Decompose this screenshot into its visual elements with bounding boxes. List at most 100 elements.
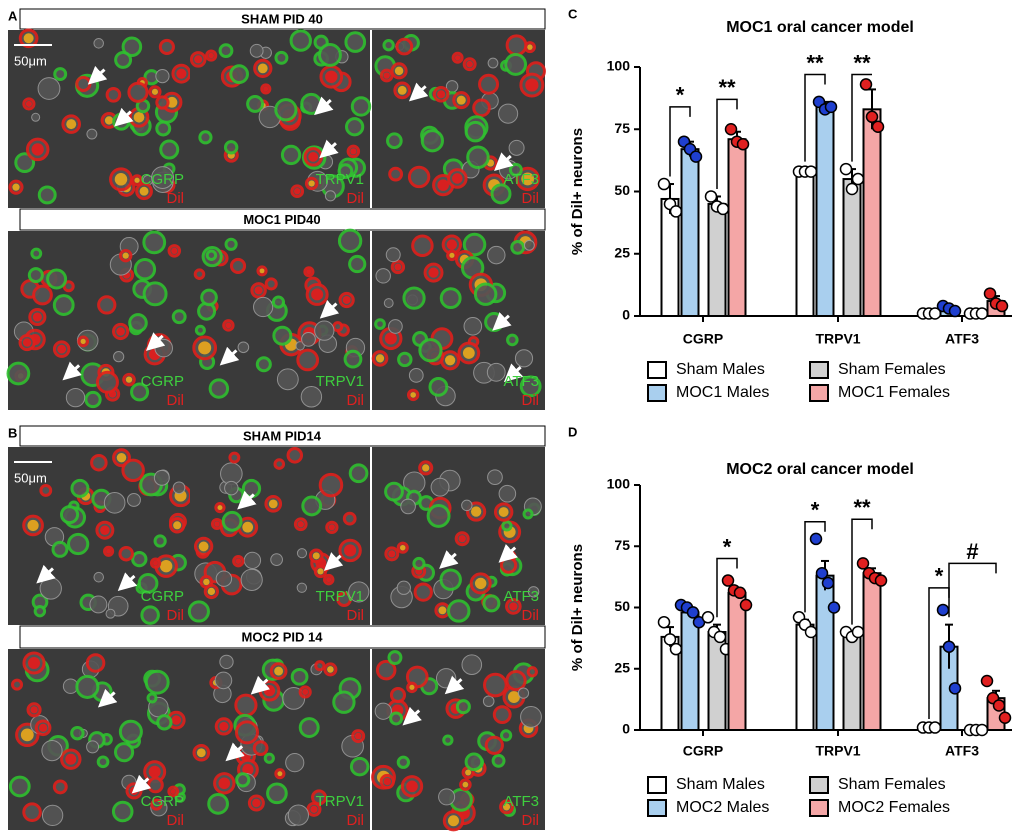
- cell-body: [153, 560, 159, 566]
- cell: [266, 782, 288, 805]
- cell-body: [203, 578, 210, 586]
- cell-body: [170, 788, 176, 795]
- cell-body: [452, 173, 463, 184]
- cell-body: [57, 344, 67, 354]
- cell-body: [65, 753, 77, 765]
- cell: [224, 237, 238, 251]
- scale-label: 50μm: [14, 470, 47, 485]
- cell: [337, 163, 354, 180]
- cell: [41, 739, 63, 762]
- cell-body: [225, 322, 232, 329]
- cell-body: [100, 525, 110, 536]
- cell: [428, 376, 449, 397]
- cell: [121, 458, 145, 483]
- dye-label: Dil: [347, 607, 365, 624]
- cell: [300, 386, 323, 408]
- cell-body: [521, 172, 535, 186]
- cell-body: [25, 100, 32, 107]
- cell: [22, 802, 42, 822]
- cell: [90, 453, 108, 472]
- x-tick-label: TRPV1: [815, 743, 860, 759]
- cell-body: [350, 148, 357, 155]
- cell: [218, 43, 234, 59]
- cell: [52, 779, 68, 795]
- arrow: [62, 361, 82, 381]
- dye-label: Dil: [347, 190, 365, 207]
- cell: [411, 234, 434, 258]
- arrow: [131, 774, 152, 794]
- cell: [208, 378, 230, 399]
- cell-body: [311, 288, 324, 301]
- x-tick-label: ATF3: [945, 743, 979, 759]
- cell-body: [80, 338, 86, 345]
- cell: [128, 313, 148, 333]
- cell: [318, 472, 344, 498]
- cell: [156, 714, 173, 731]
- cell: [396, 580, 411, 595]
- cell: [27, 267, 44, 284]
- cell-body: [502, 803, 511, 811]
- cell: [318, 43, 342, 67]
- data-point: [845, 182, 859, 196]
- cell: [504, 52, 528, 76]
- arrow: [314, 96, 334, 116]
- data-point: [865, 110, 879, 124]
- data-point: [948, 304, 962, 318]
- cell: [89, 595, 108, 614]
- cell: [396, 755, 411, 769]
- cell-body: [462, 347, 475, 359]
- cell-body: [325, 70, 338, 83]
- cell-body: [196, 748, 206, 758]
- data-point: [851, 172, 865, 186]
- cell: [158, 38, 175, 55]
- cell: [342, 511, 357, 526]
- cell-body: [129, 786, 139, 796]
- cell: [407, 165, 431, 189]
- cell-body: [527, 44, 533, 50]
- cell: [274, 98, 298, 122]
- marker-label: TRPV1: [316, 171, 364, 188]
- data-point: [821, 576, 835, 590]
- marker-label: TRPV1: [316, 373, 364, 390]
- cell-body: [27, 519, 39, 532]
- cell: [289, 29, 312, 52]
- cell: [214, 671, 233, 690]
- cell: [237, 341, 250, 354]
- marker-label: ATF3: [503, 373, 539, 390]
- cell: [487, 469, 503, 486]
- arrow: [402, 706, 422, 726]
- cell: [65, 387, 86, 408]
- cell: [194, 324, 206, 336]
- data-point: [928, 721, 942, 734]
- cell: [280, 144, 302, 166]
- cell: [97, 295, 117, 315]
- bracket: [804, 73, 826, 162]
- cell: [118, 545, 134, 562]
- cell: [276, 368, 299, 391]
- chart-title: MOC1 oral cancer model: [726, 19, 914, 36]
- cell: [37, 185, 57, 205]
- data-point: [874, 574, 888, 587]
- cell-body: [268, 499, 278, 509]
- cell: [487, 245, 506, 265]
- cell: [464, 120, 487, 143]
- significance: **: [806, 50, 824, 75]
- cell-body: [465, 769, 472, 776]
- cell: [439, 568, 462, 591]
- row-header: [19, 8, 546, 30]
- legend-label: Sham Females: [838, 361, 946, 378]
- cell-body: [263, 86, 269, 92]
- legend-swatch: [647, 776, 667, 794]
- y-tick-label: 100: [607, 58, 631, 74]
- cell: [53, 67, 68, 82]
- cell: [383, 298, 394, 308]
- arrow: [494, 152, 514, 172]
- cell: [375, 268, 391, 284]
- cell-body: [106, 548, 112, 554]
- cell: [187, 600, 210, 623]
- cell: [387, 650, 403, 666]
- cell: [193, 268, 206, 280]
- cell-body: [445, 355, 456, 366]
- cell: [374, 318, 386, 330]
- cell-body: [116, 452, 127, 463]
